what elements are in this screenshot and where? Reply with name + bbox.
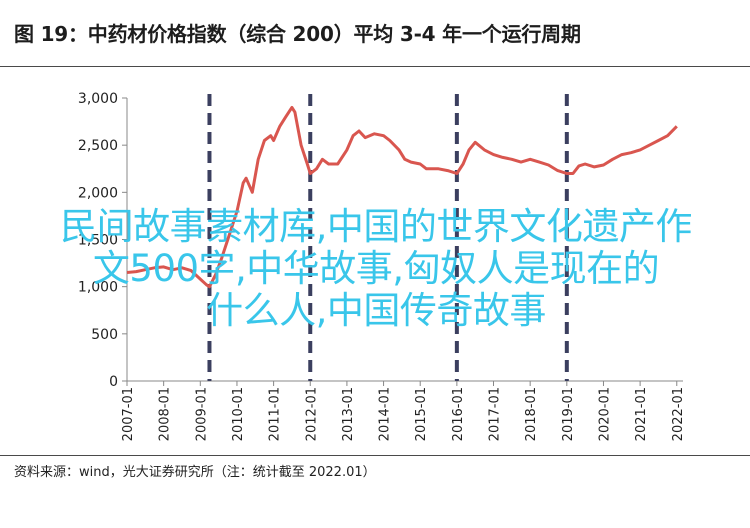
source-note: 资料来源：wind，光大证券研究所（注：统计截至 2022.01） bbox=[14, 465, 376, 480]
y-tick-label: 500 bbox=[91, 327, 118, 343]
watermark-overlay-text: 民间故事素材库,中国的世界文化遗产作 文500字,中华故事,匈奴人是现在的 什么… bbox=[6, 206, 746, 332]
x-tick-label: 2008-01 bbox=[158, 387, 173, 441]
line-chart: 0 500 1,000 1,500 2,000 2,500 3,000 2007-01 2008… bbox=[78, 91, 686, 441]
x-tick-label: 2012-01 bbox=[304, 387, 319, 441]
y-tick-label: 1,500 bbox=[78, 233, 118, 249]
x-tick-label: 2019-01 bbox=[561, 387, 576, 441]
overlay-line-1: 民间故事素材库,中国的世界文化遗产作 bbox=[60, 205, 692, 248]
x-tick-label: 2020-01 bbox=[597, 387, 612, 441]
x-tick-label: 2013-01 bbox=[341, 387, 356, 441]
header-rule bbox=[0, 66, 750, 67]
y-tick-label: 0 bbox=[109, 374, 118, 390]
footer-rule bbox=[0, 455, 750, 456]
chart-title: 图 19：中药材价格指数（综合 200）平均 3-4 年一个运行周期 bbox=[14, 22, 581, 46]
x-tick-label: 2018-01 bbox=[524, 387, 539, 441]
x-tick-label: 2016-01 bbox=[451, 387, 466, 441]
overlay-line-2: 文500字,中华故事,匈奴人是现在的 bbox=[92, 247, 660, 290]
x-tick-label: 2022-01 bbox=[671, 387, 686, 441]
y-tick-label: 2,500 bbox=[78, 138, 118, 154]
x-tick-label: 2007-01 bbox=[121, 387, 136, 441]
x-tick-label: 2021-01 bbox=[634, 387, 649, 441]
y-tick-label: 1,000 bbox=[78, 280, 118, 296]
x-tick-label: 2015-01 bbox=[414, 387, 429, 441]
y-tick-label: 3,000 bbox=[78, 91, 118, 107]
series-line bbox=[126, 105, 678, 289]
overlay-line-3: 什么人,中国传奇故事 bbox=[206, 289, 546, 332]
x-tick-label: 2010-01 bbox=[231, 387, 246, 441]
x-tick-label: 2017-01 bbox=[488, 387, 503, 441]
y-tick-label: 2,000 bbox=[78, 185, 118, 201]
x-tick-label: 2011-01 bbox=[268, 387, 283, 441]
x-tick-label: 2009-01 bbox=[194, 387, 209, 441]
x-tick-label: 2014-01 bbox=[378, 387, 393, 441]
